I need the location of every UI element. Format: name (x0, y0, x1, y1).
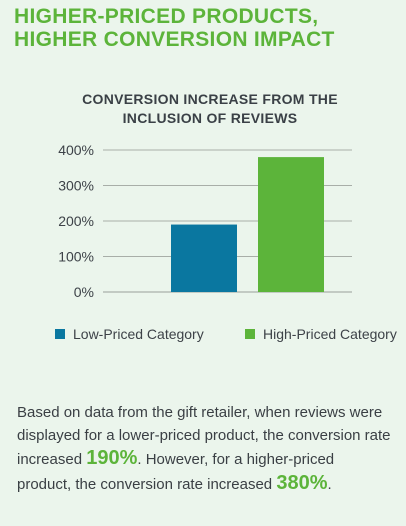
legend-item-high-priced: High-Priced Category (245, 326, 397, 342)
y-tick-label-0: 0% (74, 284, 94, 300)
highlight-low-priced-value: 190% (86, 447, 138, 469)
chart-title: CONVERSION INCREASE FROM THE INCLUSION O… (82, 91, 338, 126)
summary-text-1: Based on data from the gift retailer, wh… (17, 404, 391, 468)
legend-label-high-priced: High-Priced Category (263, 326, 397, 342)
headline: HIGHER-PRICED PRODUCTS, HIGHER CONVERSIO… (14, 5, 335, 51)
legend-label-low-priced: Low-Priced Category (73, 326, 204, 342)
y-tick-label-200: 200% (58, 213, 94, 229)
legend-swatch-low-priced (55, 329, 65, 339)
summary-paragraph: Based on data from the gift retailer, wh… (17, 402, 392, 496)
bar-low-priced (171, 224, 237, 292)
y-tick-label-300: 300% (58, 178, 94, 194)
summary-text-3: . (327, 475, 332, 493)
y-tick-label-400: 400% (58, 142, 94, 158)
y-tick-label-100: 100% (58, 249, 94, 265)
bar-high-priced (258, 157, 324, 292)
summary-text-2: . However, for a higher-priced product, … (17, 451, 335, 493)
legend-swatch-high-priced (245, 329, 255, 339)
legend-item-low-priced: Low-Priced Category (55, 326, 204, 342)
highlight-high-priced-value: 380% (276, 471, 328, 494)
bar-chart: 0% 100% 200% 300% 400% (58, 142, 352, 300)
